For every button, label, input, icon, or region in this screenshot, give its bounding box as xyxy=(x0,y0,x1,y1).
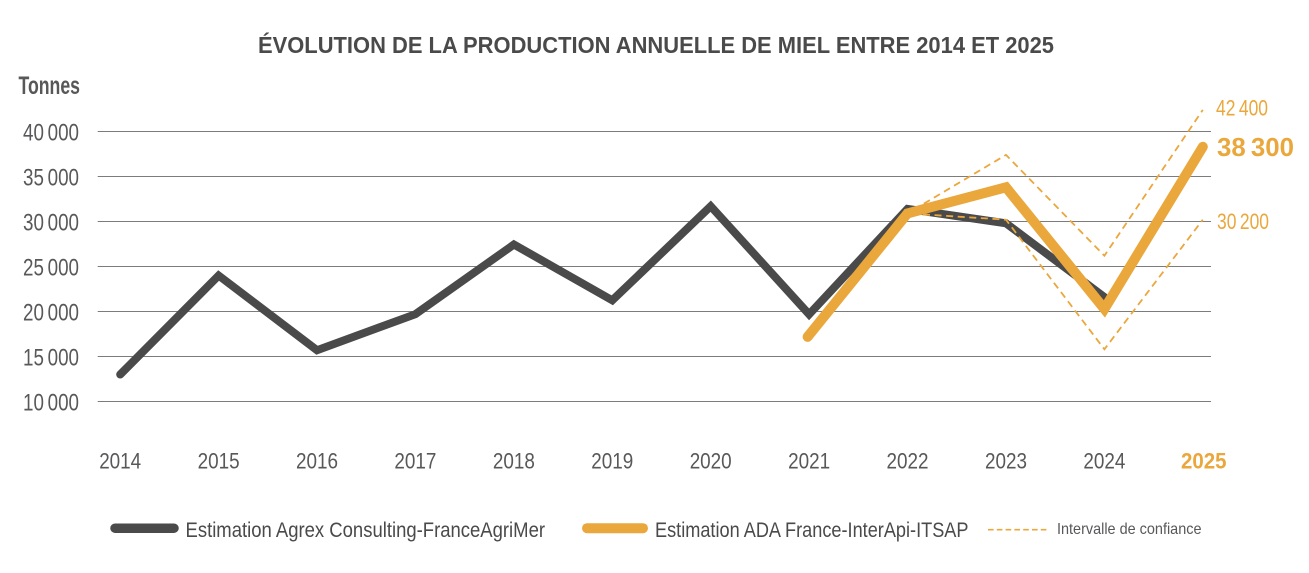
svg-text:2023: 2023 xyxy=(985,449,1027,474)
svg-text:2017: 2017 xyxy=(394,449,436,474)
svg-text:25 000: 25 000 xyxy=(23,254,79,281)
svg-text:2021: 2021 xyxy=(788,449,830,474)
svg-text:30 200: 30 200 xyxy=(1217,209,1269,234)
svg-text:10 000: 10 000 xyxy=(23,389,79,416)
svg-text:2025: 2025 xyxy=(1181,449,1227,474)
svg-text:Estimation Agrex Consulting-Fr: Estimation Agrex Consulting-FranceAgriMe… xyxy=(186,519,546,542)
svg-text:Tonnes: Tonnes xyxy=(19,72,81,100)
svg-text:2024: 2024 xyxy=(1083,449,1125,474)
svg-text:2018: 2018 xyxy=(493,449,535,474)
svg-text:2020: 2020 xyxy=(690,449,732,474)
svg-text:35 000: 35 000 xyxy=(23,164,79,191)
svg-text:15 000: 15 000 xyxy=(23,344,79,371)
svg-text:2016: 2016 xyxy=(296,449,338,474)
svg-text:2015: 2015 xyxy=(198,449,240,474)
svg-text:Intervalle de confiance: Intervalle de confiance xyxy=(1057,521,1202,538)
svg-text:38 300: 38 300 xyxy=(1217,132,1294,162)
svg-text:20 000: 20 000 xyxy=(23,299,79,326)
svg-text:2019: 2019 xyxy=(591,449,633,474)
svg-text:30 000: 30 000 xyxy=(23,209,79,236)
svg-text:ÉVOLUTION DE LA PRODUCTION ANN: ÉVOLUTION DE LA PRODUCTION ANNUELLE DE M… xyxy=(258,31,1054,58)
svg-text:42 400: 42 400 xyxy=(1216,96,1268,121)
svg-text:Estimation ADA France-InterApi: Estimation ADA France-InterApi-ITSAP xyxy=(655,519,969,542)
svg-text:40 000: 40 000 xyxy=(23,119,79,146)
svg-text:2014: 2014 xyxy=(99,449,141,474)
svg-text:2022: 2022 xyxy=(887,449,929,474)
